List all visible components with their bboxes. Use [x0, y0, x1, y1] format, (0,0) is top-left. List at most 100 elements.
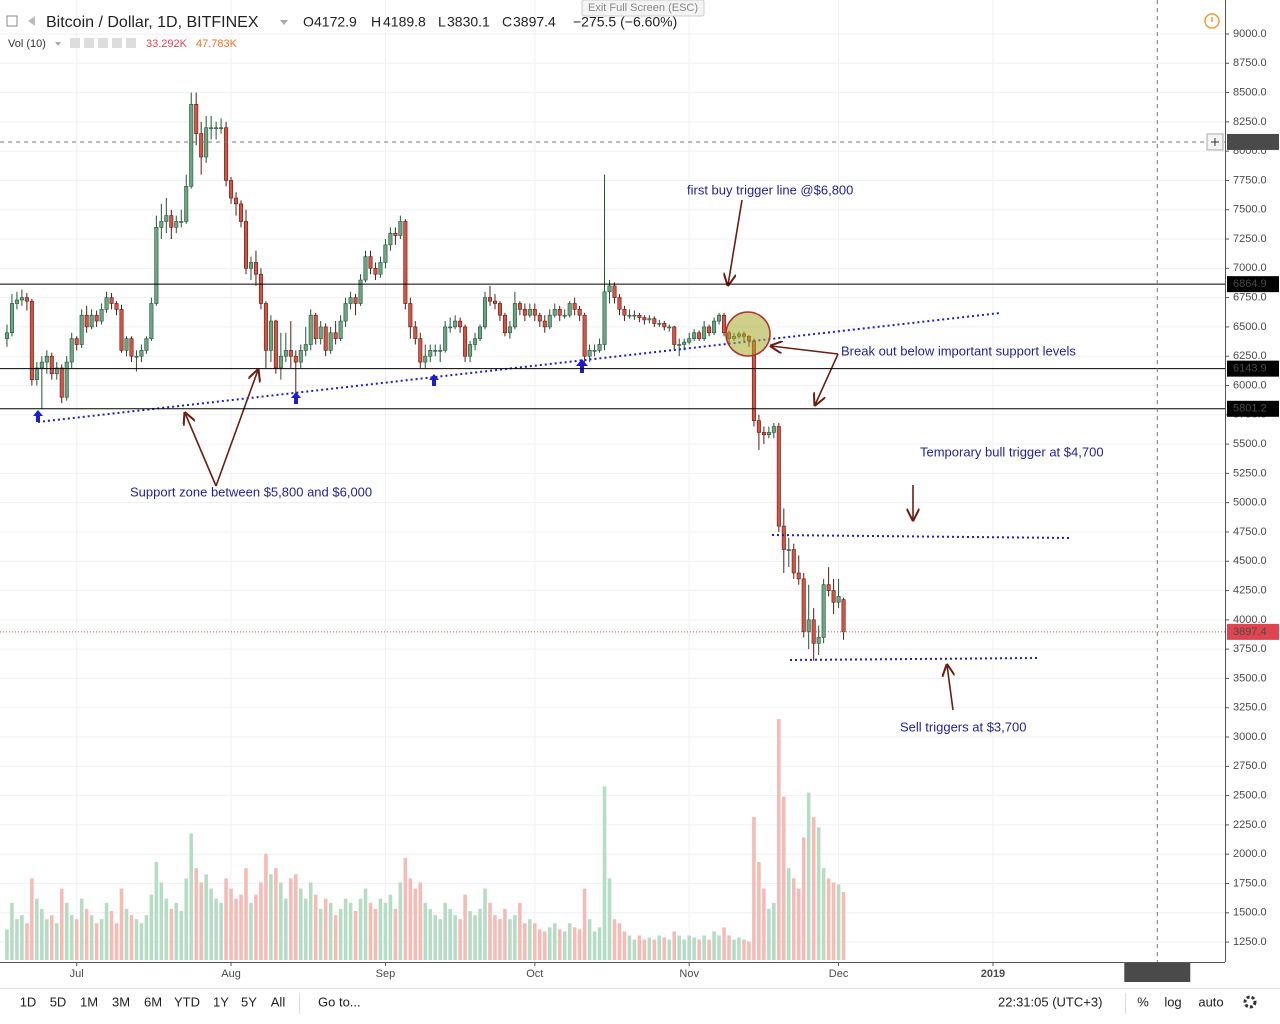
volume-bar — [836, 884, 841, 960]
collapse-icon[interactable] — [6, 15, 18, 27]
y-tick-label: 5250.0 — [1233, 467, 1267, 479]
candle-body — [717, 314, 722, 322]
volume-bar — [438, 919, 443, 960]
range-button[interactable]: 1D — [20, 994, 37, 1009]
candle-body — [567, 303, 572, 316]
indicator-button[interactable] — [126, 38, 136, 48]
candle-body — [642, 317, 647, 321]
crosshair-date-badge — [1124, 963, 1191, 982]
candle-body — [99, 309, 104, 322]
candle-body — [702, 326, 707, 339]
last-price-label: 3897.4 — [1233, 626, 1267, 638]
goto-button[interactable]: Go to... — [318, 994, 361, 1009]
volume-bar — [826, 878, 831, 960]
candle-body — [358, 279, 363, 304]
log-toggle[interactable]: log — [1164, 994, 1181, 1009]
y-tick-label: 8750.0 — [1233, 57, 1267, 69]
candle-body — [831, 590, 836, 603]
range-button[interactable]: All — [271, 994, 286, 1009]
candle-body — [239, 203, 244, 222]
candle-body — [184, 186, 189, 222]
volume-bar — [717, 935, 721, 960]
range-button[interactable]: 6M — [144, 994, 162, 1009]
range-button[interactable]: 5Y — [241, 994, 257, 1009]
candle-body — [209, 127, 214, 130]
candle-body — [443, 326, 448, 351]
y-tick-label: 5500.0 — [1233, 438, 1267, 450]
y-tick-label: 3750.0 — [1233, 643, 1267, 655]
volume-bar — [493, 915, 497, 960]
volume-bar — [433, 915, 438, 960]
candle-body — [144, 338, 149, 351]
volume-bar — [687, 935, 691, 960]
candle-body — [164, 215, 169, 222]
annotation-arrow — [771, 346, 839, 355]
volume-bar — [428, 908, 433, 960]
volume-bar — [528, 919, 532, 960]
candle-body — [134, 355, 139, 358]
volume-bar — [59, 888, 64, 960]
candle-body — [378, 262, 383, 275]
y-tick-label: 7750.0 — [1233, 174, 1267, 186]
warning-icon[interactable] — [1204, 13, 1220, 29]
candle-body — [841, 599, 846, 633]
volume-bar — [333, 915, 338, 960]
candle-body — [333, 332, 338, 339]
percent-toggle[interactable]: % — [1137, 994, 1149, 1009]
volume-bar — [737, 937, 741, 960]
candle-body — [298, 350, 303, 363]
indicator-button[interactable] — [98, 38, 108, 48]
candle-body — [293, 355, 298, 363]
candle-body — [527, 309, 532, 316]
candle-body — [637, 314, 642, 318]
annotation-arrow — [215, 370, 258, 487]
candle-body — [756, 420, 761, 433]
volume-bar — [383, 902, 388, 960]
candle-body — [597, 344, 602, 351]
volume-bar — [69, 915, 74, 960]
candle-body — [219, 127, 224, 130]
exit-fullscreen-button[interactable] — [581, 0, 705, 17]
volume-bar — [269, 874, 273, 960]
range-button[interactable]: 1Y — [213, 994, 229, 1009]
candle-body — [114, 303, 119, 310]
volume-bar — [189, 833, 194, 960]
volume-bar — [323, 898, 328, 960]
candle-body — [69, 338, 74, 363]
dropdown-icon[interactable] — [55, 42, 61, 46]
candle-body — [323, 326, 328, 351]
range-button[interactable]: 3M — [112, 994, 130, 1009]
candle-body — [318, 326, 323, 339]
y-tick-label: 1250.0 — [1233, 936, 1267, 948]
volume-bar — [786, 868, 791, 960]
exit-fullscreen-label[interactable]: Exit Full Screen (ESC) — [588, 2, 698, 14]
range-button[interactable]: 1M — [80, 994, 98, 1009]
indicator-button[interactable] — [84, 38, 94, 48]
settings-button[interactable] — [1243, 995, 1257, 1009]
candle-body — [224, 127, 229, 181]
volume-bar — [757, 862, 761, 960]
candle-body — [771, 426, 776, 433]
y-tick-label: 3000.0 — [1233, 731, 1267, 743]
volume-bar — [284, 898, 288, 960]
candle-body — [537, 314, 542, 322]
candle-body — [308, 314, 313, 345]
y-tick-label: 7000.0 — [1233, 262, 1267, 274]
indicator-button[interactable] — [70, 38, 80, 48]
indicator-button[interactable] — [112, 38, 122, 48]
volume-ma-value: 47.783K — [196, 38, 238, 50]
candle-body — [562, 314, 567, 317]
candle-body — [468, 344, 473, 357]
volume-bar — [209, 888, 213, 960]
dropdown-icon[interactable] — [280, 20, 288, 25]
volume-bar — [20, 915, 24, 960]
candle-body — [532, 309, 537, 316]
volume-bar — [84, 908, 89, 960]
range-button[interactable]: YTD — [174, 994, 200, 1009]
volume-bar — [772, 902, 776, 960]
range-button[interactable]: 5D — [50, 994, 67, 1009]
candle-body — [652, 318, 657, 324]
volume-bar — [10, 902, 14, 960]
candle-body — [273, 320, 278, 369]
auto-toggle[interactable]: auto — [1198, 994, 1223, 1009]
